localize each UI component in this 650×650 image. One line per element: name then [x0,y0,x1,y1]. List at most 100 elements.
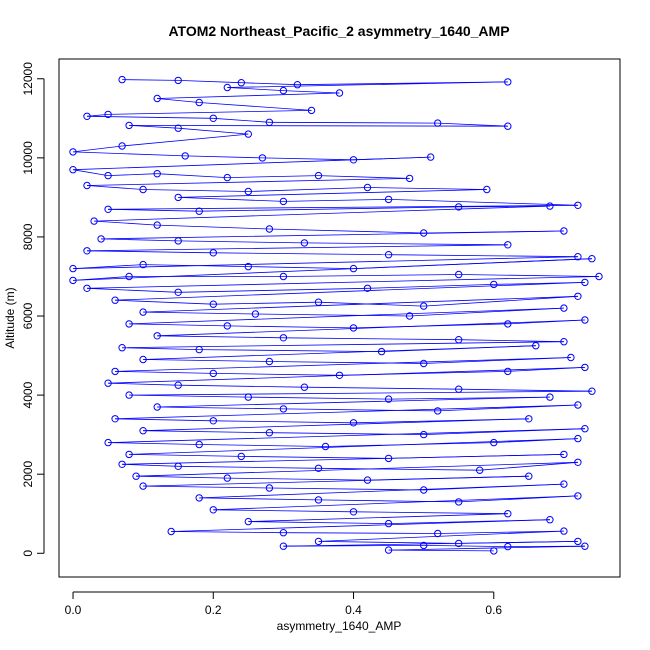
series-line-segment [108,367,585,384]
data-point [314,496,323,504]
data-point [574,253,582,261]
series-line-segment [283,532,438,534]
data-point [174,237,182,245]
series-line-segment [157,92,340,99]
series-line-segment [143,311,256,315]
data-point [384,195,393,204]
series-line-segment [115,418,214,422]
data-point [83,112,91,121]
series-line-segment [157,319,585,337]
data-point [69,276,77,285]
data-point [83,181,91,190]
series-line-segment [353,511,508,515]
data-point [420,430,428,439]
data-point [363,284,372,292]
data-point [69,264,77,273]
data-point [504,367,512,376]
data-point [258,154,267,162]
data-point [574,201,582,210]
data-point [174,76,182,85]
data-point [139,308,147,316]
series-line-segment [129,394,249,398]
data-point [581,363,589,372]
data-point [384,395,393,403]
series-line-segment [86,250,214,254]
series-line-segment [318,467,480,471]
x-tick-label: 0.0 [65,603,82,617]
data-point [567,353,575,362]
data-point [244,393,253,401]
data-point [455,336,463,344]
series-line-segment [248,187,368,192]
series-line-segment [388,199,578,206]
data-point [335,89,344,97]
series-line-segment [72,276,130,281]
data-point [174,193,182,202]
data-point [525,415,533,423]
series-line-segment [72,151,186,157]
data-point [209,417,218,425]
series-line-segment [318,541,459,544]
series-line-segment [157,173,228,178]
data-point [321,442,330,451]
series-line-segment [157,224,270,230]
series-line-segment [143,345,536,360]
series-line-segment [248,521,389,524]
series-line-segment [178,197,284,202]
data-point [209,114,218,123]
series-line-segment [185,155,263,159]
series-line-segment [269,228,424,234]
series-line-segment [143,359,270,362]
y-axis-label: Altitude (m) [3,287,17,348]
data-point [279,529,288,537]
series-line-segment [122,341,564,349]
data-point [504,320,512,328]
series-line-segment [115,371,214,374]
series-line-segment [248,513,508,522]
series-line-segment [86,244,508,252]
series-line-segment [129,323,228,327]
data-point [223,83,232,92]
series-line-segment [157,406,284,410]
data-point [104,110,112,119]
chart-title: ATOM2 Northeast_Pacific_2 asymmetry_1640… [168,23,509,39]
data-point [490,280,498,289]
data-point [581,278,589,287]
series-line-segment [199,349,382,352]
data-point [574,492,582,500]
series-line-segment [241,82,298,86]
data-point [223,173,232,182]
data-point [434,119,442,127]
data-point [335,371,344,379]
series-line-segment [157,396,550,408]
series-line-segment [122,133,249,147]
series-line-segment [94,205,550,222]
data-point [581,316,589,324]
data-point [174,288,182,296]
series-line-segment [227,175,319,178]
series-line-segment [423,545,508,547]
series-line-segment [178,384,305,388]
series-line-segment [129,125,508,127]
data-point [363,183,372,192]
series-line-segment [143,418,529,432]
data-point [195,440,203,449]
series-line-segment [227,477,368,481]
series-line-segment [213,117,270,123]
data-point [560,450,568,459]
series-line-segment [129,454,242,457]
data-point [195,494,203,502]
series-line-segment [255,313,410,317]
series-line-segment [213,373,340,376]
data-point [314,298,323,306]
data-point [434,529,442,538]
data-point [560,527,568,535]
series-line-segment [304,386,459,390]
data-point [560,304,568,312]
data-point [125,272,133,281]
data-point [244,187,253,196]
data-point [118,142,126,150]
series-line-segment [108,442,200,445]
data-point [83,247,91,255]
series-line-segment [86,287,179,293]
